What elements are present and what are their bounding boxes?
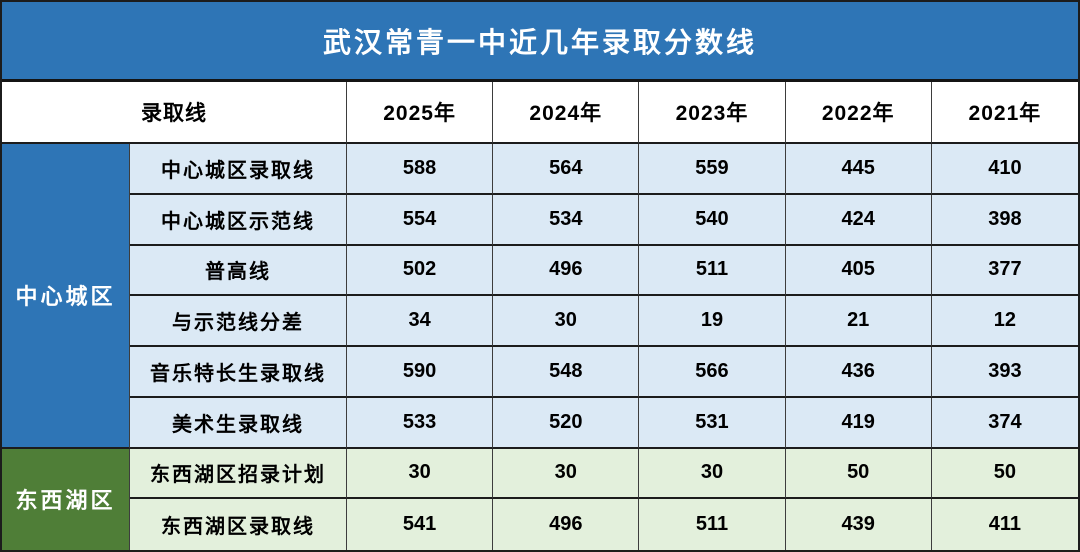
score-cell: 540 <box>639 194 786 246</box>
score-cell: 411 <box>931 499 1078 550</box>
row-label: 东西湖区招录计划 <box>130 448 347 500</box>
row-label: 中心城区示范线 <box>130 194 347 246</box>
score-cell: 496 <box>493 499 640 550</box>
score-cell: 439 <box>785 499 932 550</box>
row-label: 普高线 <box>130 245 347 297</box>
header-year-2024: 2024年 <box>493 82 640 144</box>
score-cell: 30 <box>347 448 494 500</box>
score-cell: 520 <box>493 397 640 449</box>
score-cell: 534 <box>493 194 640 246</box>
score-cell: 50 <box>931 448 1078 500</box>
score-cell: 502 <box>347 245 494 297</box>
score-cell: 410 <box>931 144 1078 195</box>
score-cell: 511 <box>639 499 786 550</box>
score-cell: 533 <box>347 397 494 449</box>
score-cell: 511 <box>639 245 786 297</box>
score-cell: 564 <box>493 144 640 195</box>
score-cell: 588 <box>347 144 494 195</box>
score-cell: 445 <box>785 144 932 195</box>
group-dongxihu-district: 东西湖区 <box>2 448 130 550</box>
row-label: 音乐特长生录取线 <box>130 347 347 398</box>
header-year-2025: 2025年 <box>347 82 494 144</box>
score-cell: 496 <box>493 245 640 297</box>
header-row-label: 录取线 <box>2 82 347 144</box>
score-cell: 30 <box>639 448 786 500</box>
row-label: 与示范线分差 <box>130 296 347 347</box>
score-cell: 424 <box>785 194 932 246</box>
score-cell: 393 <box>931 347 1078 398</box>
score-cell: 531 <box>639 397 786 449</box>
score-cell: 559 <box>639 144 786 195</box>
table-title: 武汉常青一中近几年录取分数线 <box>2 2 1078 82</box>
score-cell: 541 <box>347 499 494 550</box>
score-cell: 19 <box>639 296 786 347</box>
score-cell: 398 <box>931 194 1078 246</box>
score-cell: 554 <box>347 194 494 246</box>
header-year-2022: 2022年 <box>785 82 932 144</box>
score-cell: 548 <box>493 347 640 398</box>
score-cell: 590 <box>347 347 494 398</box>
score-cell: 405 <box>785 245 932 297</box>
score-cell: 377 <box>931 245 1078 297</box>
row-label: 东西湖区录取线 <box>130 499 347 550</box>
score-cell: 374 <box>931 397 1078 449</box>
header-year-2023: 2023年 <box>639 82 786 144</box>
score-cell: 436 <box>785 347 932 398</box>
header-year-2021: 2021年 <box>931 82 1078 144</box>
score-cell: 12 <box>931 296 1078 347</box>
score-cell: 566 <box>639 347 786 398</box>
row-label: 中心城区录取线 <box>130 144 347 195</box>
score-cell: 21 <box>785 296 932 347</box>
score-cell: 30 <box>493 296 640 347</box>
score-cell: 30 <box>493 448 640 500</box>
score-cell: 34 <box>347 296 494 347</box>
row-label: 美术生录取线 <box>130 397 347 449</box>
score-cell: 419 <box>785 397 932 449</box>
score-cell: 50 <box>785 448 932 500</box>
group-central-districts: 中心城区 <box>2 144 130 449</box>
